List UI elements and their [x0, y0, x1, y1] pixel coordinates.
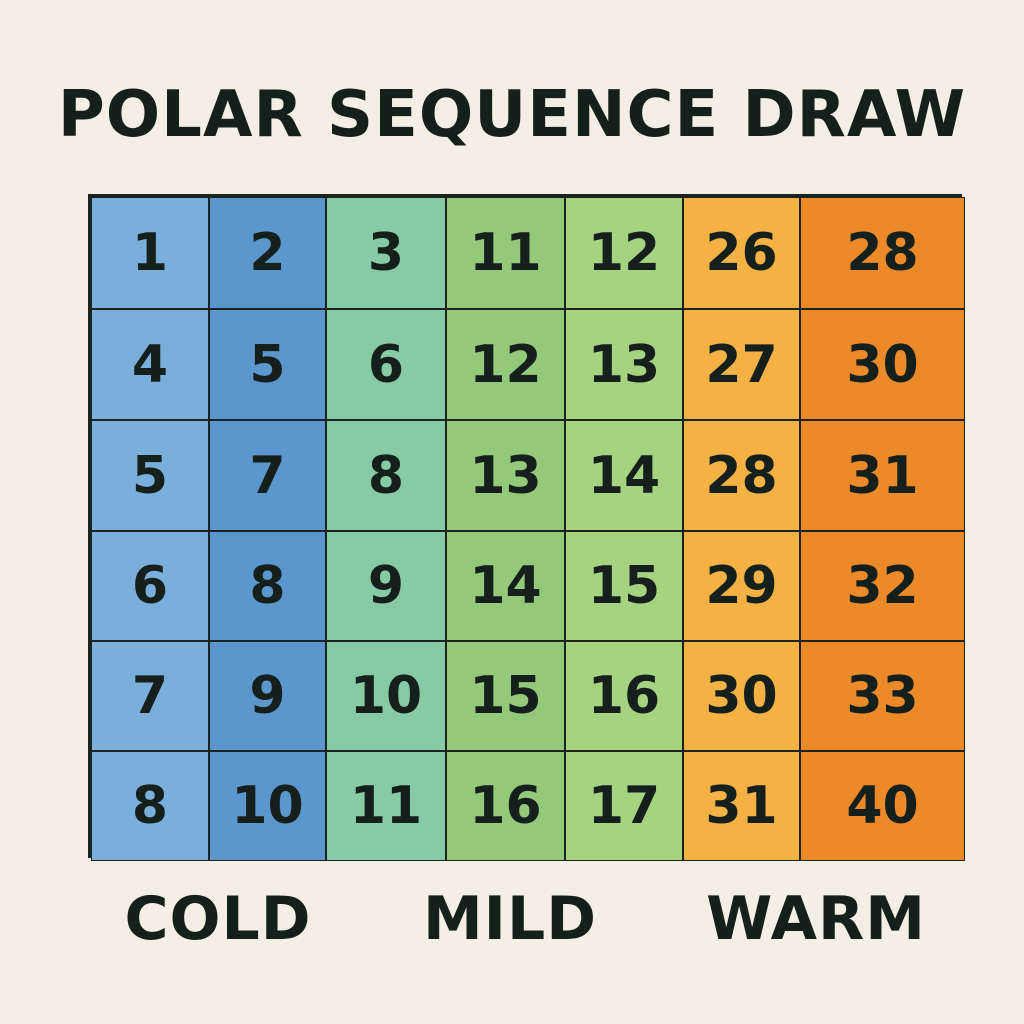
grid-cell: 26	[683, 197, 800, 309]
grid-cell: 16	[446, 751, 565, 861]
grid-cell: 30	[800, 309, 965, 420]
grid-cell: 13	[565, 309, 683, 420]
grid-cell: 15	[565, 531, 683, 641]
grid-cell: 14	[565, 420, 683, 531]
grid-cell: 30	[683, 641, 800, 751]
grid-cell: 31	[800, 420, 965, 531]
grid-cell: 27	[683, 309, 800, 420]
number-grid: 1 2 3 11 12 26 28 4 5 6 12 13 27 30 5 7 8 13 14 28 31 6 8 9 14 15…	[88, 194, 965, 861]
grid-cell: 7	[91, 641, 209, 751]
grid-cell: 7	[209, 420, 326, 531]
grid-cell: 28	[800, 197, 965, 309]
grid-cell: 33	[800, 641, 965, 751]
grid-cell: 16	[565, 641, 683, 751]
grid-cell: 10	[209, 751, 326, 861]
grid-cell: 4	[91, 309, 209, 420]
grid-cell: 15	[446, 641, 565, 751]
grid-cell: 10	[326, 641, 446, 751]
grid-cell: 11	[446, 197, 565, 309]
grid-cell: 9	[209, 641, 326, 751]
group-label-cold: COLD	[124, 884, 312, 954]
group-label-mild: MILD	[422, 884, 598, 954]
grid-cell: 14	[446, 531, 565, 641]
grid-cell: 40	[800, 751, 965, 861]
grid-cell: 8	[209, 531, 326, 641]
grid-cell: 6	[91, 531, 209, 641]
grid-cell: 8	[326, 420, 446, 531]
grid-cell: 11	[326, 751, 446, 861]
group-label-warm: WARM	[706, 884, 926, 954]
grid-cell: 31	[683, 751, 800, 861]
grid-cell: 28	[683, 420, 800, 531]
grid-cell: 8	[91, 751, 209, 861]
page-title: POLAR SEQUENCE DRAW	[57, 78, 967, 152]
grid-cell: 12	[565, 197, 683, 309]
grid-cell: 32	[800, 531, 965, 641]
grid-cell: 6	[326, 309, 446, 420]
grid-cell: 17	[565, 751, 683, 861]
grid-cell: 9	[326, 531, 446, 641]
grid-cell: 3	[326, 197, 446, 309]
grid-cell: 12	[446, 309, 565, 420]
grid-cell: 1	[91, 197, 209, 309]
grid-cell: 5	[91, 420, 209, 531]
grid-cell: 29	[683, 531, 800, 641]
grid-cell: 2	[209, 197, 326, 309]
grid-cell: 13	[446, 420, 565, 531]
grid-cell: 5	[209, 309, 326, 420]
